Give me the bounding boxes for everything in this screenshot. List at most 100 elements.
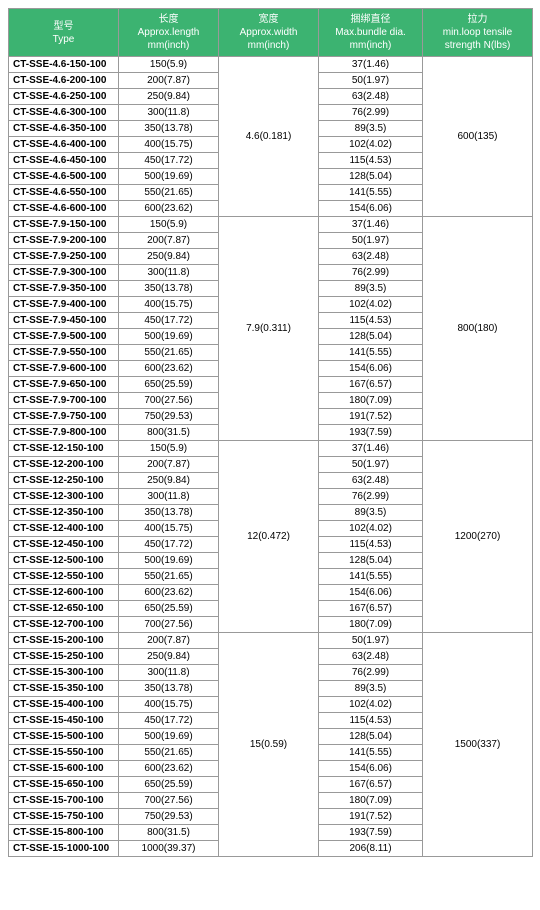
cell-type: CT-SSE-12-550-100: [9, 569, 119, 585]
cell-type: CT-SSE-4.6-300-100: [9, 105, 119, 121]
cell-dia: 102(4.02): [319, 137, 423, 153]
cell-length: 150(5.9): [119, 217, 219, 233]
cell-dia: 167(6.57): [319, 377, 423, 393]
cell-length: 750(29.53): [119, 809, 219, 825]
table-row: CT-SSE-7.9-150-100150(5.9)7.9(0.311)37(1…: [9, 217, 533, 233]
cell-type: CT-SSE-12-300-100: [9, 489, 119, 505]
header-type: 型号Type: [9, 9, 119, 57]
cell-type: CT-SSE-7.9-300-100: [9, 265, 119, 281]
cell-type: CT-SSE-15-300-100: [9, 665, 119, 681]
cell-length: 400(15.75): [119, 697, 219, 713]
table-row: CT-SSE-4.6-150-100150(5.9)4.6(0.181)37(1…: [9, 57, 533, 73]
cell-type: CT-SSE-7.9-600-100: [9, 361, 119, 377]
cell-dia: 167(6.57): [319, 777, 423, 793]
cell-dia: 191(7.52): [319, 809, 423, 825]
cell-length: 450(17.72): [119, 153, 219, 169]
cell-type: CT-SSE-15-1000-100: [9, 841, 119, 857]
cell-dia: 154(6.06): [319, 201, 423, 217]
cell-dia: 128(5.04): [319, 729, 423, 745]
cell-dia: 141(5.55): [319, 745, 423, 761]
cell-dia: 50(1.97): [319, 73, 423, 89]
cell-type: CT-SSE-7.9-450-100: [9, 313, 119, 329]
cell-type: CT-SSE-15-800-100: [9, 825, 119, 841]
cell-type: CT-SSE-7.9-650-100: [9, 377, 119, 393]
header-tensile: 拉力min.loop tensilestrength N(lbs): [423, 9, 533, 57]
cell-type: CT-SSE-4.6-600-100: [9, 201, 119, 217]
cell-length: 150(5.9): [119, 441, 219, 457]
cell-dia: 37(1.46): [319, 441, 423, 457]
cell-length: 550(21.65): [119, 569, 219, 585]
table-row: CT-SSE-15-200-100200(7.87)15(0.59)50(1.9…: [9, 633, 533, 649]
cell-dia: 180(7.09): [319, 793, 423, 809]
cell-dia: 115(4.53): [319, 313, 423, 329]
cell-width: 12(0.472): [219, 441, 319, 633]
cell-width: 4.6(0.181): [219, 57, 319, 217]
cell-dia: 76(2.99): [319, 665, 423, 681]
cell-length: 300(11.8): [119, 665, 219, 681]
cell-length: 700(27.56): [119, 393, 219, 409]
cell-dia: 128(5.04): [319, 169, 423, 185]
cell-type: CT-SSE-12-350-100: [9, 505, 119, 521]
cell-length: 350(13.78): [119, 281, 219, 297]
cell-length: 450(17.72): [119, 313, 219, 329]
cell-dia: 76(2.99): [319, 265, 423, 281]
table-body: CT-SSE-4.6-150-100150(5.9)4.6(0.181)37(1…: [9, 57, 533, 857]
cell-dia: 154(6.06): [319, 585, 423, 601]
cell-length: 450(17.72): [119, 537, 219, 553]
cell-dia: 193(7.59): [319, 425, 423, 441]
cell-length: 400(15.75): [119, 521, 219, 537]
cell-type: CT-SSE-15-600-100: [9, 761, 119, 777]
cell-length: 600(23.62): [119, 585, 219, 601]
cell-tensile: 800(180): [423, 217, 533, 441]
table-row: CT-SSE-12-150-100150(5.9)12(0.472)37(1.4…: [9, 441, 533, 457]
cell-dia: 206(8.11): [319, 841, 423, 857]
cell-dia: 76(2.99): [319, 105, 423, 121]
cell-tensile: 600(135): [423, 57, 533, 217]
cell-dia: 63(2.48): [319, 89, 423, 105]
cell-type: CT-SSE-15-700-100: [9, 793, 119, 809]
cell-length: 800(31.5): [119, 825, 219, 841]
cell-type: CT-SSE-12-500-100: [9, 553, 119, 569]
cell-dia: 76(2.99): [319, 489, 423, 505]
cell-length: 550(21.65): [119, 345, 219, 361]
cell-dia: 102(4.02): [319, 697, 423, 713]
cell-dia: 141(5.55): [319, 569, 423, 585]
cell-dia: 115(4.53): [319, 537, 423, 553]
cell-dia: 89(3.5): [319, 505, 423, 521]
cell-length: 200(7.87): [119, 73, 219, 89]
cell-length: 750(29.53): [119, 409, 219, 425]
cell-width: 7.9(0.311): [219, 217, 319, 441]
cell-length: 200(7.87): [119, 633, 219, 649]
cell-length: 600(23.62): [119, 361, 219, 377]
cell-type: CT-SSE-12-400-100: [9, 521, 119, 537]
cell-type: CT-SSE-4.6-400-100: [9, 137, 119, 153]
cell-length: 250(9.84): [119, 89, 219, 105]
header-row: 型号Type 长度Approx.lengthmm(inch) 宽度Approx.…: [9, 9, 533, 57]
cell-type: CT-SSE-7.9-800-100: [9, 425, 119, 441]
cell-type: CT-SSE-15-750-100: [9, 809, 119, 825]
cell-type: CT-SSE-12-250-100: [9, 473, 119, 489]
cell-length: 600(23.62): [119, 761, 219, 777]
cell-type: CT-SSE-15-350-100: [9, 681, 119, 697]
cell-type: CT-SSE-15-250-100: [9, 649, 119, 665]
cell-length: 250(9.84): [119, 249, 219, 265]
cell-dia: 63(2.48): [319, 473, 423, 489]
cell-type: CT-SSE-7.9-700-100: [9, 393, 119, 409]
cell-dia: 102(4.02): [319, 521, 423, 537]
cell-dia: 191(7.52): [319, 409, 423, 425]
cell-length: 600(23.62): [119, 201, 219, 217]
cell-dia: 154(6.06): [319, 761, 423, 777]
cell-type: CT-SSE-7.9-750-100: [9, 409, 119, 425]
cell-length: 250(9.84): [119, 473, 219, 489]
cell-dia: 50(1.97): [319, 233, 423, 249]
cell-type: CT-SSE-15-400-100: [9, 697, 119, 713]
cell-length: 200(7.87): [119, 233, 219, 249]
cell-length: 350(13.78): [119, 681, 219, 697]
cell-length: 300(11.8): [119, 105, 219, 121]
cell-type: CT-SSE-12-700-100: [9, 617, 119, 633]
cell-length: 350(13.78): [119, 121, 219, 137]
cell-length: 400(15.75): [119, 137, 219, 153]
cell-type: CT-SSE-7.9-150-100: [9, 217, 119, 233]
cell-dia: 141(5.55): [319, 185, 423, 201]
cell-dia: 180(7.09): [319, 393, 423, 409]
